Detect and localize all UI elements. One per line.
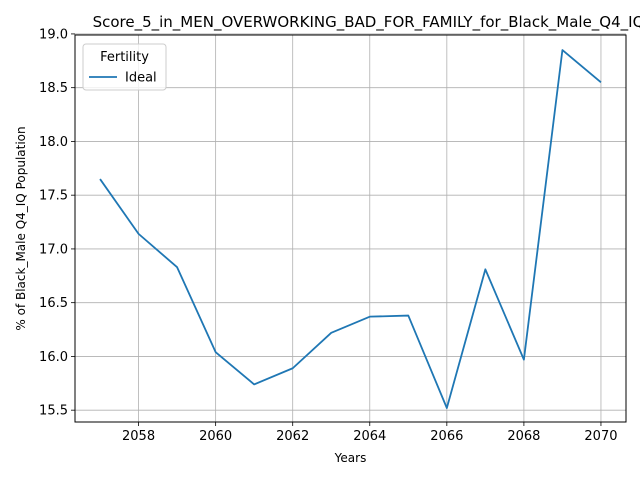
y-tick-label: 19.0: [39, 27, 68, 42]
y-tick-label: 17.0: [39, 242, 68, 257]
x-axis-label: Years: [334, 451, 367, 465]
x-tick-label: 2064: [353, 429, 386, 444]
legend-box: [82, 43, 167, 91]
y-tick-label: 17.5: [39, 189, 68, 204]
x-tick-label: 2070: [584, 429, 617, 444]
y-tick-label: 15.5: [39, 404, 68, 419]
x-tick-label: 2058: [122, 429, 155, 444]
legend-title: Fertility: [100, 50, 149, 65]
axis-ticks: 2058 2060 2062 2064 2066 2068 2070 15.5 16.0 16.5…: [39, 27, 617, 444]
legend: Fertility Ideal: [82, 43, 167, 91]
x-tick-label: 2060: [199, 429, 232, 444]
x-tick-label: 2062: [276, 429, 309, 444]
x-tick-label: 2066: [430, 429, 463, 444]
series-line: [99, 49, 602, 409]
series-lines: [99, 49, 602, 409]
y-tick-label: 18.5: [39, 81, 68, 96]
y-tick-label: 16.0: [39, 350, 68, 365]
plot-area-frame: [74, 34, 627, 423]
chart-title: Score_5_in_MEN_OVERWORKING_BAD_FOR_FAMIL…: [93, 13, 640, 32]
legend-entry-label: Ideal: [125, 71, 157, 86]
y-tick-label: 18.0: [39, 135, 68, 150]
grid: [75, 33, 626, 422]
x-tick-label: 2068: [507, 429, 540, 444]
y-axis-label: % of Black_Male Q4_IQ Population: [14, 126, 28, 330]
y-tick-label: 16.5: [39, 296, 68, 311]
legend-entries: Ideal: [89, 71, 157, 86]
